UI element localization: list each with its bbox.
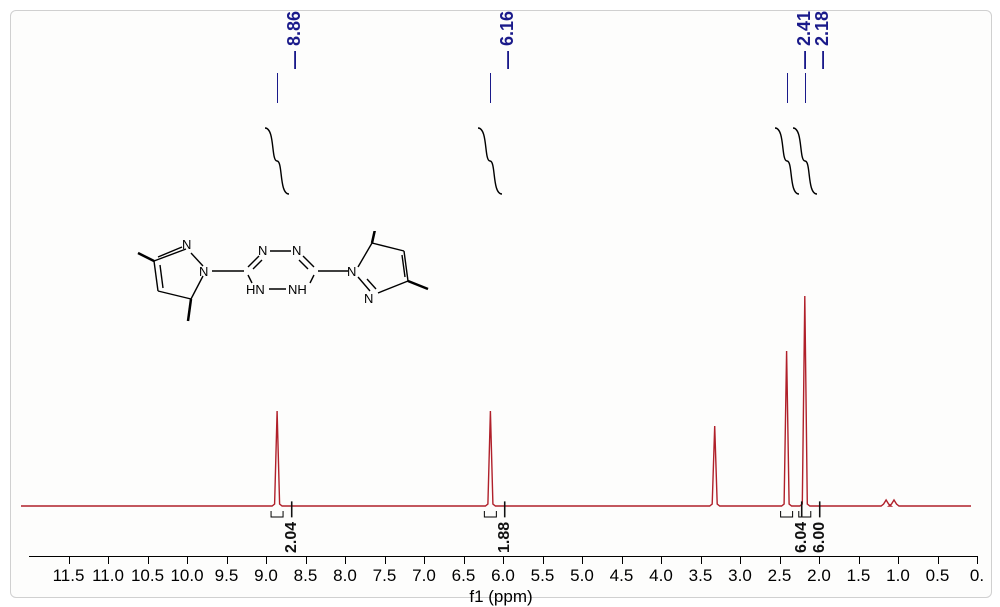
svg-text:N: N — [258, 243, 267, 258]
axis-tick-label: 5.5 — [531, 566, 555, 586]
axis-tick-label: 6.0 — [491, 566, 515, 586]
axis-tick-label: 8.5 — [294, 566, 318, 586]
axis-tick-label: 6.5 — [452, 566, 476, 586]
axis-tick-label: 9.0 — [254, 566, 278, 586]
axis-tick-label: 5.0 — [570, 566, 594, 586]
axis-tick-label: 4.5 — [610, 566, 634, 586]
axis-tick-label: 1.0 — [886, 566, 910, 586]
integral-label: 2.04 — — [283, 501, 301, 553]
axis-tick-label: 0.5 — [926, 566, 950, 586]
integral-mark — [785, 126, 825, 196]
axis-tick-label: 7.5 — [373, 566, 397, 586]
integral-mark — [257, 126, 297, 196]
axis-title: f1 (ppm) — [469, 587, 532, 607]
svg-text:N: N — [292, 243, 301, 258]
axis-tick-label: 11.5 — [53, 566, 85, 586]
nmr-spectrum-frame: — 8.86— 6.16— 2.41— 2.18 N N N N — [10, 10, 992, 598]
axis-tick-label: 11.0 — [92, 566, 124, 586]
shift-label: — 8.86 — [284, 11, 305, 69]
axis-tick-label: 10.5 — [131, 566, 164, 586]
shift-label: — 6.16 — [497, 11, 518, 69]
integral-label: 6.04 — — [793, 501, 811, 553]
axis-tick-label: 3.5 — [689, 566, 713, 586]
svg-text:N: N — [182, 237, 191, 252]
integral-mark — [470, 126, 510, 196]
integral-label: 1.88 — — [496, 501, 514, 553]
axis-tick-label: 9.5 — [215, 566, 239, 586]
shift-label: — 2.18 — [812, 11, 833, 69]
axis-tick-label: 10.0 — [170, 566, 203, 586]
spectrum-trace — [21, 261, 971, 521]
integral-label: 6.00 — — [811, 501, 829, 553]
axis-tick-label: 3.0 — [728, 566, 752, 586]
axis-tick-label: 2.0 — [807, 566, 831, 586]
axis-tick-label: 1.5 — [847, 566, 871, 586]
axis-tick-label: 0. — [970, 566, 984, 586]
axis-tick-label: 8.0 — [333, 566, 357, 586]
axis-tick-label: 4.0 — [649, 566, 673, 586]
axis-tick-label: 7.0 — [412, 566, 436, 586]
axis-tick-label: 2.5 — [768, 566, 792, 586]
